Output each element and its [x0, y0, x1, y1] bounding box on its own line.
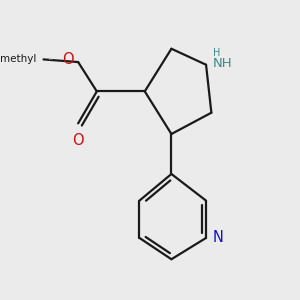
Text: NH: NH	[213, 57, 232, 70]
Text: O: O	[72, 133, 84, 148]
Text: methyl: methyl	[1, 54, 37, 64]
Text: O: O	[62, 52, 74, 68]
Text: methyl: methyl	[41, 50, 75, 60]
Text: H: H	[213, 48, 220, 58]
Text: methyl: methyl	[49, 59, 54, 60]
Text: methyl: methyl	[22, 55, 61, 65]
Text: N: N	[213, 230, 224, 245]
Text: methyl: methyl	[57, 52, 91, 62]
